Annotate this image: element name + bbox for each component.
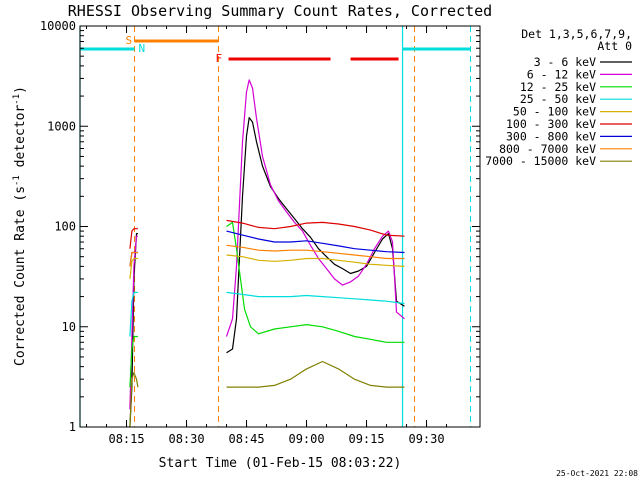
series-line-5 bbox=[226, 219, 405, 237]
y-axis-label-end: ) bbox=[13, 86, 28, 94]
plot-frame bbox=[79, 25, 481, 428]
x-tick-label: 09:00 bbox=[288, 432, 324, 446]
y-axis-label-main: Corrected Count Rate (s bbox=[13, 186, 28, 366]
chart-title: RHESSI Observing Summary Count Rates, Co… bbox=[68, 2, 492, 20]
y-tick-label: 1 bbox=[69, 420, 76, 434]
series-line-8 bbox=[226, 360, 405, 388]
plot-area: SN F bbox=[79, 26, 472, 428]
night-label: N bbox=[139, 42, 146, 55]
legend-label-4: 50 - 100 keV bbox=[513, 105, 596, 119]
legend-label-8: 7000 - 15000 keV bbox=[485, 154, 596, 168]
legend-label-7: 800 - 7000 keV bbox=[499, 142, 596, 156]
y-axis-label-mid: detector bbox=[13, 105, 28, 176]
x-tick-label: 09:15 bbox=[348, 432, 384, 446]
flare-label: F bbox=[216, 52, 223, 65]
saa-label: S bbox=[126, 34, 133, 47]
legend-label-3: 25 - 50 keV bbox=[520, 92, 596, 106]
series-line-7 bbox=[226, 244, 405, 260]
y-axis-label-sup2: -1 bbox=[12, 94, 22, 105]
x-tick-label: 09:30 bbox=[408, 432, 444, 446]
series-line-2 bbox=[226, 221, 405, 343]
legend-header-1: Det 1,3,5,6,7,9, bbox=[521, 27, 632, 41]
x-tick-label: 08:15 bbox=[108, 432, 144, 446]
x-tick-label: 08:45 bbox=[228, 432, 264, 446]
series-line-1 bbox=[225, 79, 405, 337]
timestamp: 25-Oct-2021 22:08 bbox=[556, 469, 638, 478]
series-line-7 bbox=[129, 251, 138, 267]
legend-header-2: Att 0 bbox=[597, 39, 632, 53]
y-tick-label: 1000 bbox=[47, 119, 76, 133]
legend-label-1: 6 - 12 keV bbox=[527, 67, 596, 81]
y-axis-label-sup1: -1 bbox=[12, 175, 22, 186]
y-tick-label: 10000 bbox=[40, 19, 76, 33]
y-axis: 1 10 100 1000 10000 bbox=[40, 19, 480, 434]
x-tick-label: 08:30 bbox=[168, 432, 204, 446]
series-line-8 bbox=[129, 371, 139, 428]
y-tick-label: 100 bbox=[54, 220, 76, 234]
series-line-3 bbox=[129, 291, 138, 337]
legend-label-0: 3 - 6 keV bbox=[534, 55, 596, 69]
x-axis: 08:15 08:30 08:45 09:00 09:15 09:30 bbox=[86, 26, 448, 446]
series-line-0 bbox=[226, 117, 405, 354]
y-axis-label: Corrected Count Rate (s-1 detector-1) bbox=[12, 86, 28, 366]
legend-label-5: 100 - 300 keV bbox=[506, 117, 596, 131]
series-line-4 bbox=[226, 254, 405, 267]
legend-label-6: 300 - 800 keV bbox=[506, 129, 596, 143]
series-line-2 bbox=[129, 335, 138, 388]
series-line-6 bbox=[226, 230, 405, 254]
series-line-5 bbox=[129, 228, 138, 249]
legend-label-2: 12 - 25 keV bbox=[520, 80, 596, 94]
series-line-4 bbox=[129, 257, 138, 279]
y-tick-label: 10 bbox=[62, 320, 76, 334]
series-line-3 bbox=[226, 291, 405, 305]
x-axis-label: Start Time (01-Feb-15 08:03:22) bbox=[159, 456, 402, 471]
